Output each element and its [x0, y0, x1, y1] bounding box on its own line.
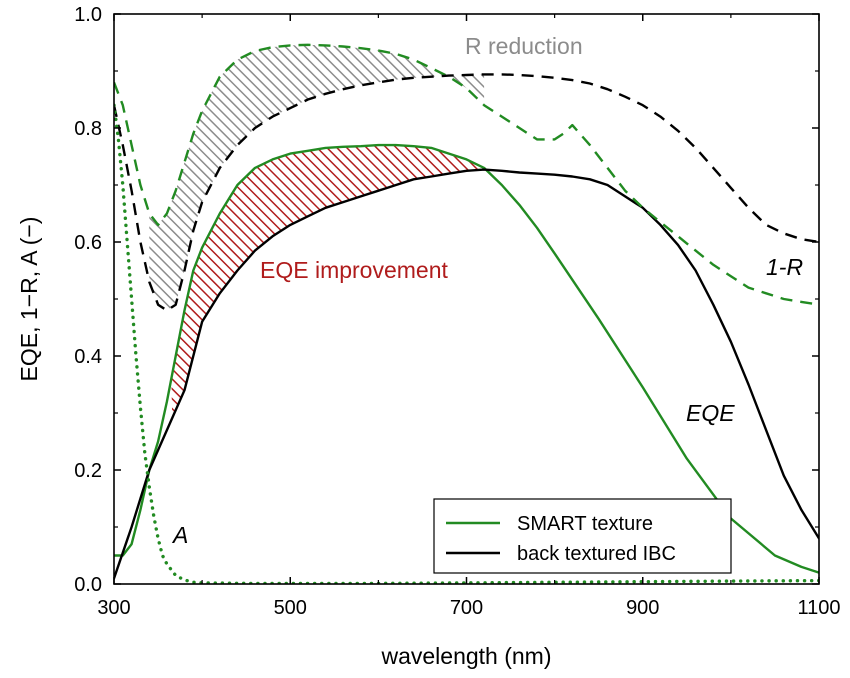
- y-tick-label: 0.2: [74, 460, 102, 482]
- legend-label-ibc: back textured IBC: [517, 543, 676, 565]
- x-tick-label: 1100: [797, 597, 840, 619]
- eqe-label: EQE: [686, 400, 735, 426]
- series-line-3: [114, 73, 819, 312]
- one-minus-r-label: 1-R: [766, 254, 803, 280]
- y-tick-label: 1.0: [74, 4, 102, 26]
- series-line-2: [114, 43, 819, 306]
- legend-label-smart: SMART texture: [517, 513, 653, 535]
- series-line-0: [114, 143, 819, 574]
- x-tick-label: 700: [450, 597, 483, 619]
- y-axis-title: EQE, 1−R, A (−): [16, 217, 42, 382]
- y-tick-label: 0.4: [74, 346, 102, 368]
- hatch-layer: [149, 44, 485, 419]
- x-tick-label: 300: [97, 597, 130, 619]
- y-tick-label: 0.6: [74, 232, 102, 254]
- a-label: A: [171, 522, 188, 548]
- eqe-improvement-hatch: [171, 145, 483, 419]
- r-reduction-hatch: [149, 44, 485, 311]
- series-layer: [114, 43, 819, 584]
- x-tick-label: 500: [274, 597, 307, 619]
- r-reduction-label: R reduction: [465, 33, 583, 59]
- series-line-1: [114, 168, 819, 580]
- x-axis-title: wavelength (nm): [380, 643, 551, 669]
- legend: SMART texture back textured IBC: [433, 498, 732, 574]
- eqe-improvement-label: EQE improvement: [260, 257, 449, 283]
- legend-box: [433, 498, 732, 574]
- y-tick-label: 0.8: [74, 118, 102, 140]
- x-tick-label: 900: [626, 597, 659, 619]
- y-tick-label: 0.0: [74, 574, 102, 596]
- ticks-layer: 300 500 700 900 1100 0.0 0.2 0.4 0.6 0.8 1.0: [74, 4, 840, 619]
- series-line-4: [114, 103, 819, 584]
